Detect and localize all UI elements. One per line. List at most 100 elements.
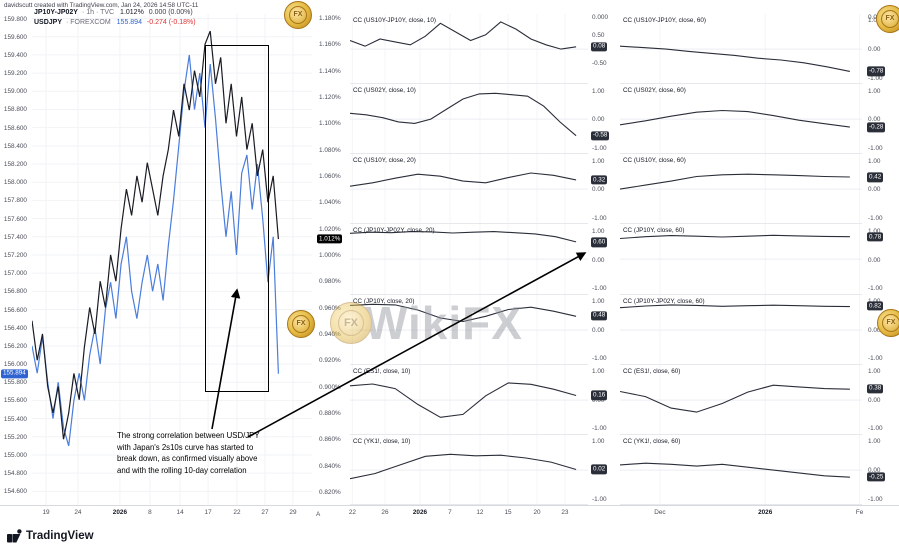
- indicator-label[interactable]: CC (US10Y, close, 60): [623, 157, 686, 165]
- annotation-note[interactable]: The strong correlation between USD/JPY w…: [117, 430, 287, 476]
- cc-panel[interactable]: CC (JP10Y, close, 60): [620, 224, 862, 295]
- cc-panel-canvas: [620, 224, 862, 294]
- cc-panel[interactable]: CC (US02Y, close, 10): [350, 84, 588, 155]
- cc-scale-tick: -1.00: [868, 425, 883, 433]
- percent-tick: 0.880%: [319, 409, 341, 417]
- percent-tick: 0.920%: [319, 357, 341, 365]
- indicator-label[interactable]: CC (ES1!, close, 10): [353, 367, 411, 375]
- time-scale-right[interactable]: Dec 2026 Fe: [620, 507, 863, 519]
- legend-row-spread[interactable]: JP10Y-JP02Y · 1h · TVC 1.012% 0.000 (0.0…: [34, 9, 196, 19]
- indicator-label[interactable]: CC (JP10Y, close, 20): [353, 297, 415, 305]
- indicator-label[interactable]: CC (US10Y, close, 20): [353, 157, 416, 165]
- wikifx-coin-icon: FX: [877, 309, 899, 337]
- cc-scale-tick: 0.00: [592, 326, 605, 334]
- percent-tick: 0.900%: [319, 383, 341, 391]
- annotation-line: with Japan's 2s10s curve has started to: [117, 442, 254, 452]
- cc-panel-canvas: [350, 364, 588, 434]
- cc-value-badge: 0.60: [591, 237, 608, 247]
- cc-scale-tick: -0.50: [592, 60, 607, 68]
- cc-panel-canvas: [620, 364, 862, 434]
- cc-panel[interactable]: CC (JP10Y-JP02Y, close, 20): [350, 224, 588, 295]
- footer-brand: TradingView: [26, 530, 94, 542]
- price-tick: 159.400: [3, 51, 27, 59]
- cc-scale-tick: 1.00: [868, 157, 881, 165]
- indicator-label[interactable]: CC (ES1!, close, 60): [623, 367, 681, 375]
- price-tick: 156.200: [3, 342, 27, 350]
- cc-panel[interactable]: CC (JP10Y, close, 20): [350, 294, 588, 365]
- cc-panel[interactable]: CC (ES1!, close, 10): [350, 364, 588, 435]
- cc-panel-canvas: [350, 434, 588, 504]
- cc-value-badge: 0.16: [591, 390, 608, 400]
- cc-scale-tick: -1.00: [592, 425, 607, 433]
- time-axis-marker: A: [316, 511, 321, 518]
- indicator-label[interactable]: CC (JP10Y-JP02Y, close, 60): [623, 297, 705, 305]
- legend-symbol: USDJPY: [34, 19, 63, 26]
- main-chart-canvas[interactable]: [31, 14, 312, 505]
- cc-scale-tick: 1.00: [868, 298, 880, 305]
- time-scale-mid[interactable]: 22 26 2026 7 12 15 20 23: [349, 507, 588, 519]
- price-tick: 155.000: [3, 451, 27, 459]
- cc-scale-tick: 1.00: [868, 87, 881, 95]
- cc-series-line: [350, 92, 577, 137]
- price-tick: 157.200: [3, 251, 27, 259]
- price-scale-right[interactable]: 1.180% 1.160% 1.140% 1.120% 1.100% 1.080% 1.06…: [315, 0, 350, 525]
- cc-panel[interactable]: CC (ES1!, close, 60): [620, 364, 862, 435]
- cc-value-badge: 0.32: [591, 175, 608, 185]
- annotation-line: break down, as confirmed visually above: [117, 454, 258, 464]
- indicator-label[interactable]: CC (JP10Y-JP02Y, close, 20): [353, 227, 435, 235]
- percent-tick: 1.080%: [319, 146, 341, 154]
- price-tick: 155.400: [3, 415, 27, 423]
- cc-scale-tick: 1.00: [868, 227, 881, 235]
- price-tick: 159.200: [3, 70, 27, 78]
- time-tick: 8: [148, 509, 152, 516]
- price-tick: 156.400: [3, 324, 27, 332]
- indicator-label[interactable]: CC (YK1!, close, 10): [353, 437, 411, 445]
- cc-panel[interactable]: CC (YK1!, close, 10): [350, 434, 588, 505]
- cc-scale-tick: 1.00: [592, 227, 605, 235]
- cc-panel[interactable]: CC (US02Y, close, 60): [620, 84, 862, 155]
- indicator-label[interactable]: CC (US02Y, close, 10): [353, 87, 416, 95]
- series-jp10y-jp02y: [31, 30, 279, 440]
- cc-scale-tick: -1.00: [592, 214, 607, 222]
- indicator-label[interactable]: CC (JP10Y, close, 60): [623, 227, 685, 235]
- series-usdjpy: [31, 54, 279, 447]
- cc-panel[interactable]: CC (US10Y, close, 20): [350, 154, 588, 225]
- cc-scale-tick: -1.00: [868, 355, 883, 363]
- tradingview-footer[interactable]: TradingView: [7, 529, 94, 543]
- cc-panel[interactable]: CC (US10Y, close, 60): [620, 154, 862, 225]
- cc-value-badge: -0.28: [867, 122, 886, 132]
- time-scale-main[interactable]: 19 24 2026 8 14 17 22 27 29: [32, 507, 312, 519]
- legend-value: 1.012%: [120, 9, 144, 16]
- legend-meta: · 1h · TVC: [81, 9, 115, 16]
- cc-series-line: [350, 231, 577, 243]
- indicator-label[interactable]: CC (US02Y, close, 60): [623, 87, 686, 95]
- cc-value-badge: -0.25: [867, 472, 886, 482]
- indicator-label[interactable]: CC (US10Y-JP10Y, close, 60): [623, 17, 706, 24]
- cc-scale-tick: 0.00: [592, 186, 605, 194]
- cc-scale-tick: 0.00: [868, 326, 881, 334]
- highlight-rectangle[interactable]: [205, 45, 269, 392]
- time-tick: Dec: [654, 509, 666, 516]
- cc-scale-right[interactable]: 0.0001.000.00-1.00-0.781.000.00-1.00-0.2…: [866, 0, 899, 525]
- indicator-label[interactable]: CC (YK1!, close, 60): [623, 437, 681, 445]
- main-chart[interactable]: [31, 14, 312, 505]
- cc-panel[interactable]: CC (US10Y-JP10Y, close, 10): [350, 14, 588, 85]
- percent-tick: 1.020%: [319, 225, 341, 233]
- cc-panel-canvas: [350, 224, 588, 294]
- cc-series-line: [620, 173, 850, 190]
- time-tick: 29: [289, 509, 297, 516]
- cc-panel[interactable]: CC (JP10Y-JP02Y, close, 60): [620, 294, 862, 365]
- cc-scale-mid[interactable]: 0.000 0.50 0.00 -0.50 0.08 1.00 0.00 -1.00 -0.58…: [590, 0, 623, 525]
- cc-panel[interactable]: CC (US10Y-JP10Y, close, 60): [620, 14, 862, 85]
- cc-panel-canvas: [620, 434, 862, 504]
- cc-value-badge: 0.78: [867, 232, 884, 242]
- cc-series-line: [620, 384, 850, 413]
- time-tick: 12: [476, 509, 484, 516]
- cc-panel[interactable]: CC (YK1!, close, 60): [620, 434, 862, 505]
- indicator-label[interactable]: CC (US10Y-JP10Y, close, 10): [353, 17, 436, 24]
- legend-row-usdjpy[interactable]: USDJPY · FOREXCOM 155.894 -0.274 (-0.18%…: [34, 19, 196, 29]
- time-tick: 14: [176, 509, 184, 516]
- price-scale-left[interactable]: 159.800 159.600 159.400 159.200 159.000 158.8…: [0, 0, 29, 525]
- percent-tick: 0.940%: [319, 330, 341, 338]
